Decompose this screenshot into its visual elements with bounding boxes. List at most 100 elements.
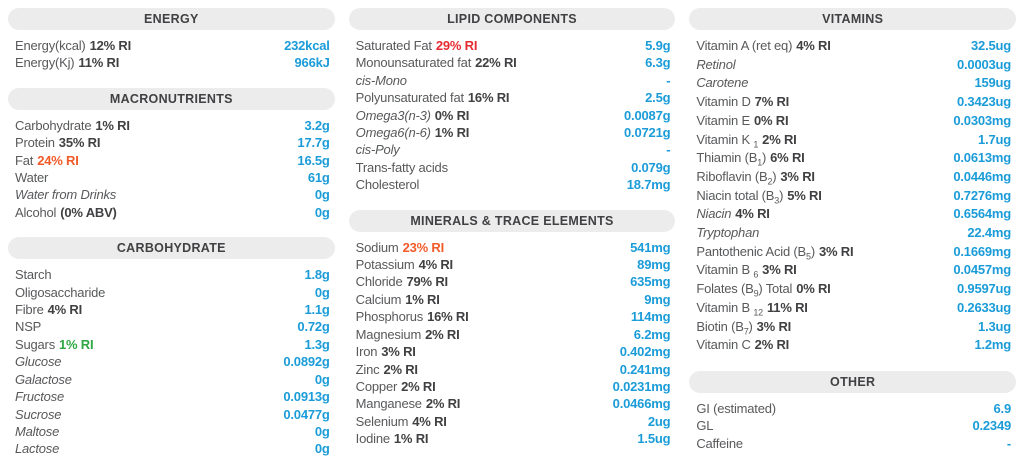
nutrient-label: Water	[15, 169, 48, 186]
label-text: Calcium	[355, 291, 402, 307]
nutrient-label: Starch	[15, 266, 52, 283]
label-text: Carbohydrate	[15, 117, 92, 133]
nutrient-row: Vitamin D 7% RI 0.3423ug	[689, 93, 1016, 112]
nutrient-value: 0g	[314, 284, 330, 300]
nutrient-label: cis-Mono	[356, 72, 407, 89]
label-text: )	[810, 243, 815, 259]
nutrient-value: 232kcal	[284, 38, 330, 53]
nutrient-label: Vitamin B 6 3% RI	[696, 261, 796, 280]
nutrient-value: 1.8g	[304, 267, 330, 283]
section-header: MINERALS & TRACE ELEMENTS	[348, 209, 676, 232]
nutrient-value: 0g	[314, 371, 330, 387]
label-text: Niacin total (B	[696, 187, 775, 203]
nutrient-ri-percent: 1% RI	[434, 125, 470, 141]
nutrient-row: Omega3(n-3) 0% RI 0.0087g	[349, 107, 676, 124]
nutrient-label: Niacin 4% RI	[696, 205, 770, 224]
section-macronutrients: MACRONUTRIENTS Carbohydrate 1% RI 3.2g Prote…	[8, 87, 335, 221]
nutrient-label: Thiamin (B1) 6% RI	[696, 149, 804, 168]
nutrient-value: 0g	[314, 441, 330, 457]
nutrient-value: 0.1669mg	[953, 243, 1012, 259]
nutrient-row: Riboflavin (B2) 3% RI 0.0446mg	[689, 168, 1016, 187]
label-text: Trans-fatty acids	[355, 159, 448, 175]
label-text: Vitamin E	[696, 112, 750, 128]
nutrient-value: 0.0231mg	[612, 378, 671, 394]
nutrient-row: Vitamin A (ret eq) 4% RI 32.5ug	[689, 37, 1016, 56]
label-text: Folates (B	[696, 281, 754, 297]
label-text: Sodium	[355, 239, 399, 255]
nutrient-value: 0.241mg	[619, 361, 671, 377]
nutrient-label: Cholesterol	[356, 176, 420, 193]
nutrient-row: Biotin (B7) 3% RI 1.3ug	[689, 318, 1016, 337]
label-text: Sugars	[15, 336, 55, 352]
label-text: Glucose	[15, 354, 62, 370]
label-text: Pantothenic Acid (B	[696, 243, 807, 259]
nutrient-row: Retinol 0.0003ug	[689, 56, 1016, 75]
nutrient-label: Trans-fatty acids	[356, 159, 448, 176]
nutrient-row: Trans-fatty acids 0.079g	[349, 159, 676, 176]
nutrient-value: 1.1g	[304, 302, 330, 318]
nutrient-value: 0g	[314, 187, 330, 203]
section-carbohydrate: CARBOHYDRATE Starch 1.8g Oligosaccharide 0g F…	[8, 237, 335, 457]
nutrient-value: 966kJ	[294, 55, 330, 71]
nutrient-label: Maltose	[15, 423, 59, 440]
nutrient-ri-percent: 0% RI	[434, 107, 470, 123]
label-subscript: 2	[767, 176, 773, 187]
nutrient-value: 6.2mg	[633, 326, 671, 342]
nutrient-row: Niacin 4% RI 0.6564mg	[689, 205, 1016, 224]
nutrient-label: cis-Poly	[356, 141, 400, 158]
nutrient-value: 0.0721g	[624, 125, 671, 141]
nutrient-value: -	[1006, 435, 1012, 451]
nutrient-ri-percent: 22% RI	[475, 55, 517, 71]
nutrient-row: Thiamin (B1) 6% RI 0.0613mg	[689, 149, 1016, 168]
nutrient-value: 0.7276mg	[953, 187, 1012, 203]
nutrient-label: Vitamin E 0% RI	[696, 112, 788, 131]
nutrient-value: -	[666, 142, 671, 158]
nutrient-label: Omega3(n-3) 0% RI	[356, 107, 470, 124]
nutrient-ri-percent: 1% RI	[95, 117, 130, 133]
nutrient-label: Sugars 1% RI	[15, 336, 94, 353]
label-text: Oligosaccharide	[15, 284, 106, 300]
nutrient-value: 0.0913g	[283, 389, 330, 405]
nutrient-value: 2.5g	[645, 90, 671, 106]
nutrient-label: Alcohol (0% ABV)	[15, 204, 117, 221]
nutrient-value: 9mg	[644, 291, 671, 307]
nutrient-value: 89mg	[637, 257, 671, 273]
label-text: Sucrose	[15, 406, 62, 422]
nutrient-value: 635mg	[630, 274, 671, 290]
nutrient-row: Magnesium 2% RI 6.2mg	[349, 326, 676, 343]
nutrient-ri-percent: 3% RI	[818, 243, 854, 259]
label-text: Fructose	[15, 389, 64, 405]
nutrient-row: Lactose 0g	[8, 440, 335, 457]
nutrient-row: Cholesterol 18.7mg	[349, 176, 676, 193]
column-3: VITAMINS Vitamin A (ret eq) 4% RI 32.5ug Ret…	[689, 8, 1017, 462]
nutrient-ri-percent: 79% RI	[406, 274, 449, 290]
section-other: OTHER GI (estimated) 6.9 GL 0.2349 Caffeine -	[689, 370, 1017, 452]
column-2: LIPID COMPONENTS Saturated Fat 29% RI 5.9g M…	[348, 8, 676, 462]
section-minerals-trace-elements: MINERALS & TRACE ELEMENTS Sodium 23% RI 541…	[348, 209, 676, 448]
nutrient-label: Magnesium 2% RI	[356, 326, 460, 343]
nutrient-row: Vitamin B 6 3% RI 0.0457mg	[689, 261, 1016, 280]
nutrient-label: Phosphorus 16% RI	[356, 308, 469, 325]
label-text: Thiamin (B	[696, 150, 758, 166]
nutrient-label: Vitamin K 1 2% RI	[696, 131, 796, 150]
label-text: Fibre	[15, 302, 44, 318]
nutrient-label: Pantothenic Acid (B5) 3% RI	[696, 243, 853, 262]
label-text: Biotin (B	[696, 318, 744, 334]
nutrient-ri-percent: 2% RI	[425, 326, 460, 342]
nutrient-ri-percent: 1% RI	[405, 291, 440, 307]
label-text: Maltose	[15, 423, 60, 439]
nutrient-ri-percent: 2% RI	[754, 337, 790, 353]
nutrient-value: 0.0303mg	[953, 112, 1012, 128]
nutrient-row: Fibre 4% RI 1.1g	[8, 301, 335, 318]
nutrient-label: Potassium 4% RI	[356, 256, 453, 273]
nutrient-value: 2ug	[647, 413, 671, 429]
label-text: Energy(Kj)	[15, 55, 75, 71]
nutrient-row: Fructose 0.0913g	[8, 388, 335, 405]
label-text: Starch	[15, 267, 52, 283]
nutrient-row: Manganese 2% RI 0.0466mg	[349, 395, 676, 412]
label-subscript: 5	[806, 251, 811, 262]
nutrient-value: 32.5ug	[971, 38, 1012, 53]
nutrient-label: Niacin total (B3) 5% RI	[696, 187, 821, 206]
nutrient-ri-percent: 4% RI	[735, 206, 770, 222]
nutrient-label: Zinc 2% RI	[356, 361, 418, 378]
